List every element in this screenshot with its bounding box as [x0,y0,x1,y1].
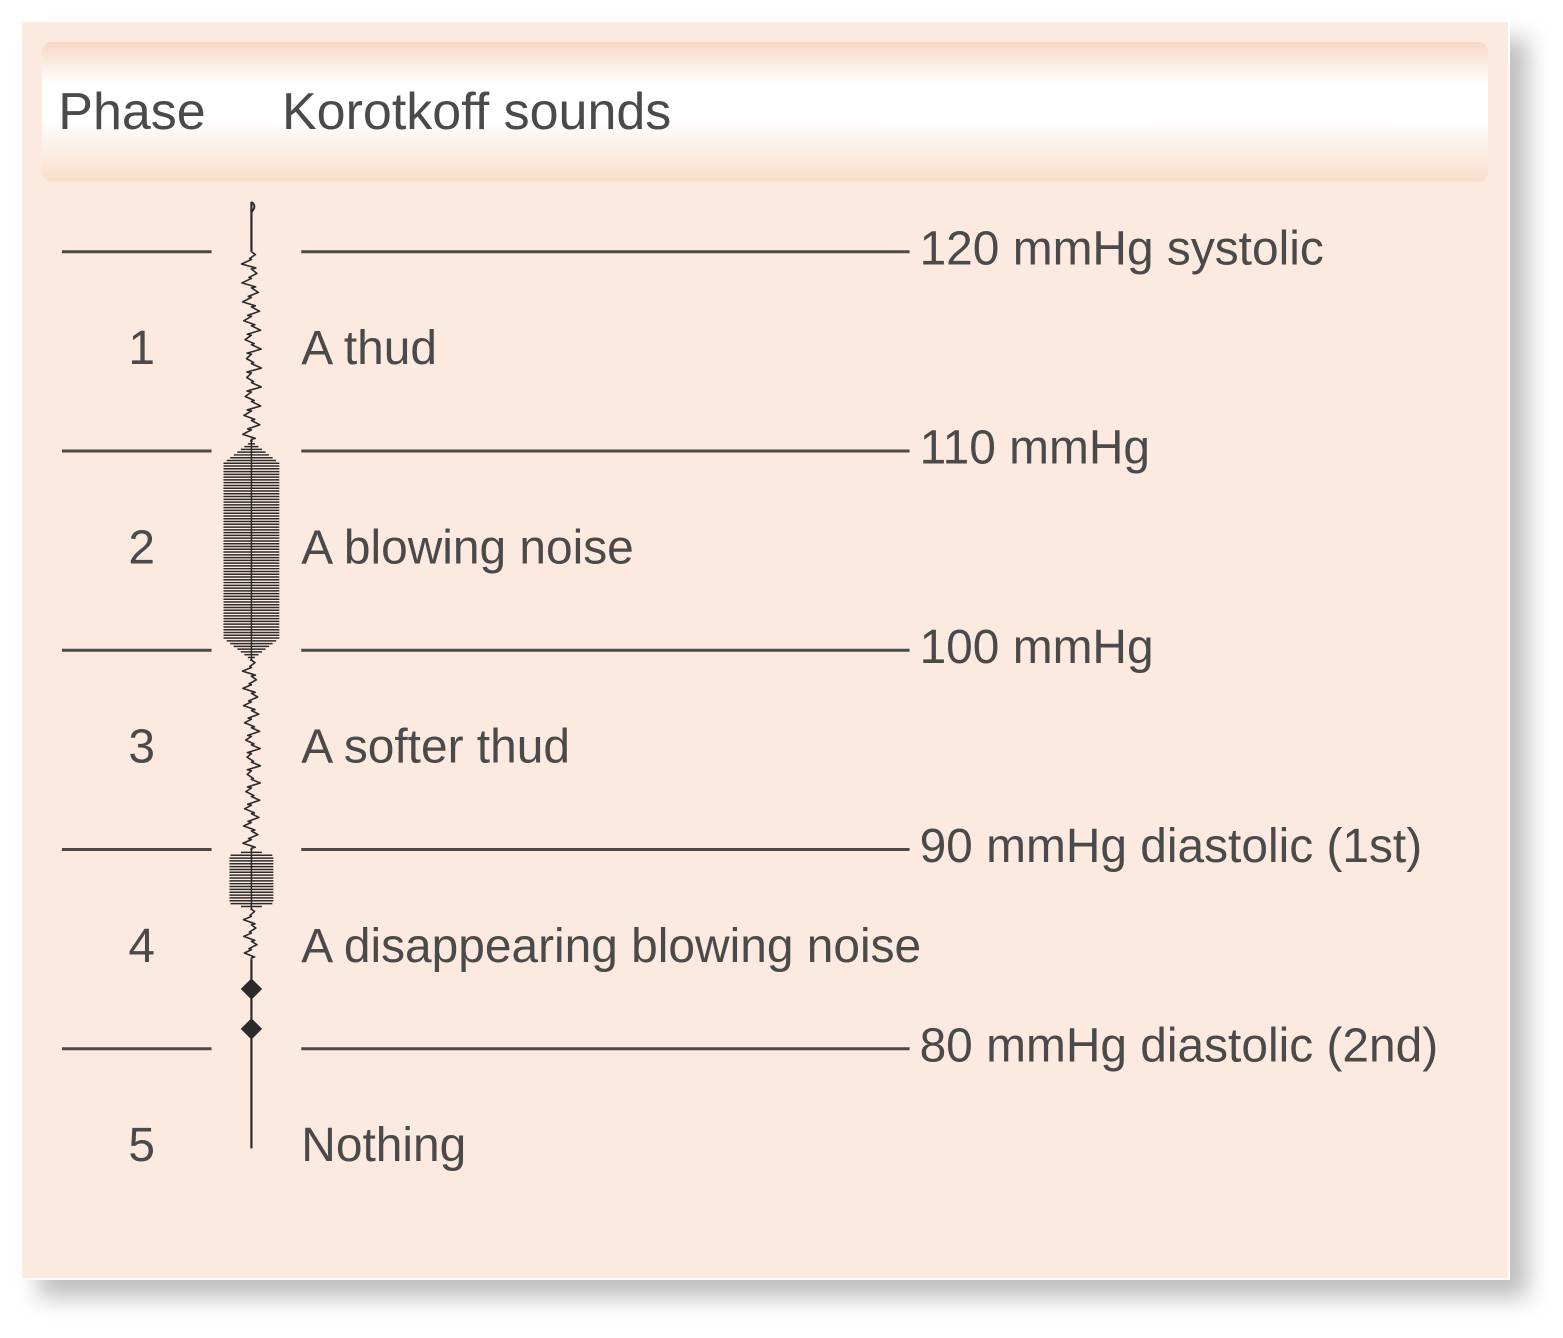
pressure-label: 80 mmHg diastolic (2nd) [920,1019,1439,1072]
sound-description: A blowing noise [301,521,634,574]
header-phase: Phase [42,82,222,142]
pressure-label: 100 mmHg [920,621,1154,674]
phase-number: 3 [128,721,155,774]
header-sounds: Korotkoff sounds [222,82,671,142]
korotkoff-diagram: 120 mmHg systolic 110 mmHg 100 mmHg 90 mmHg… [42,192,1488,1258]
sound-description: A disappearing blowing noise [301,920,921,973]
phase-number: 1 [128,322,155,375]
korotkoff-card: Phase Korotkoff sounds 120 mmHg systolic… [20,20,1510,1280]
diagram-body: 120 mmHg systolic 110 mmHg 100 mmHg 90 mmHg… [42,192,1488,1258]
sound-description: A thud [301,322,437,375]
phase-number: 5 [128,1119,155,1172]
sound-description: Nothing [301,1119,466,1172]
pressure-label: 120 mmHg systolic [920,222,1324,275]
sound-description: A softer thud [301,721,570,774]
pressure-label: 110 mmHg [920,422,1150,475]
table-header: Phase Korotkoff sounds [42,42,1488,182]
pressure-label: 90 mmHg diastolic (1st) [920,820,1423,873]
waveform-icon [223,202,279,1148]
phase-number: 2 [128,521,155,574]
phase-number: 4 [128,920,155,973]
